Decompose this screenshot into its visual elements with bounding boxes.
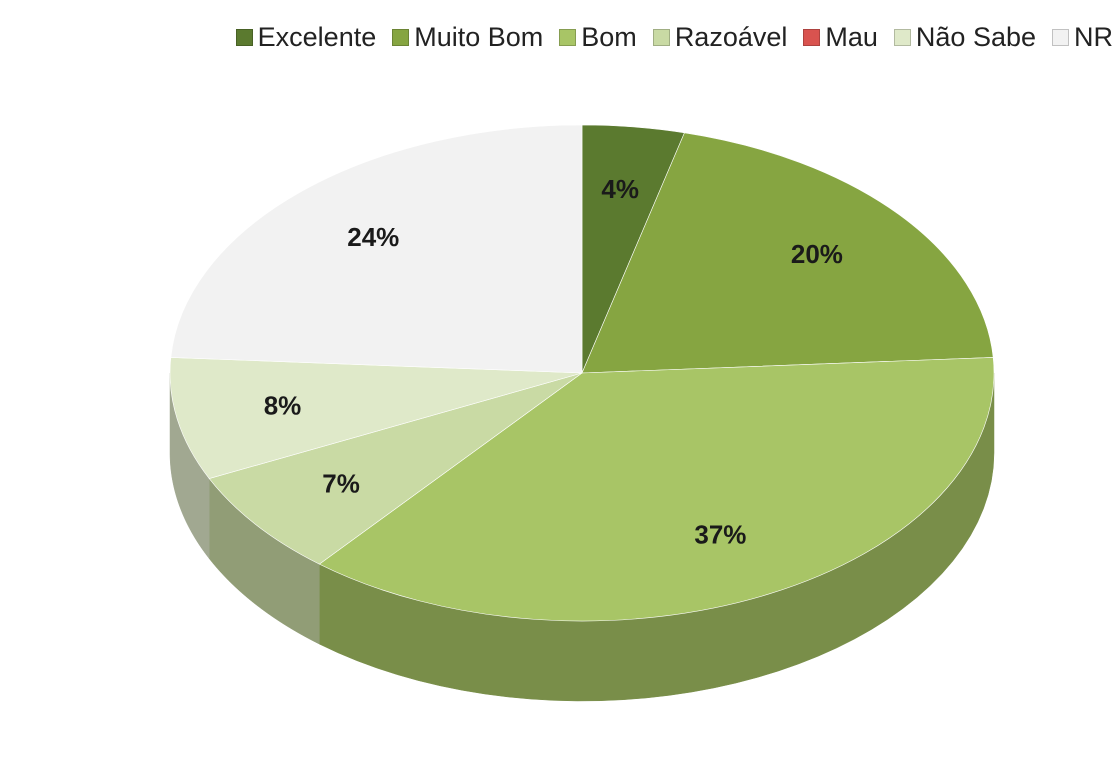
data-label: 20% — [791, 239, 843, 269]
legend-swatch — [392, 29, 410, 46]
legend-item: Não Sabe — [893, 22, 1036, 53]
slice — [208, 372, 583, 565]
legend-swatch — [235, 29, 253, 46]
data-label: 24% — [347, 222, 399, 252]
legend-item: Muito Bom — [392, 22, 543, 53]
legend-swatch — [652, 29, 670, 46]
legend: Excelente Muito Bom Bom Razoável Mau Não Sabe… — [0, 22, 1119, 53]
pie-top — [169, 124, 995, 622]
slice — [169, 357, 583, 479]
legend-item: Bom — [559, 22, 637, 53]
legend-swatch — [803, 29, 821, 46]
legend-item: NR — [1052, 22, 1113, 53]
legend-label: Bom — [581, 22, 637, 52]
slice — [170, 124, 583, 374]
legend-item: Mau — [803, 22, 878, 53]
legend-label: Excelente — [257, 22, 377, 52]
slice — [581, 132, 994, 374]
slice — [318, 357, 995, 622]
data-label: 7% — [322, 468, 360, 498]
legend-label: Não Sabe — [915, 22, 1036, 52]
legend-swatch — [1052, 29, 1069, 46]
data-label: 8% — [264, 390, 302, 420]
legend-label: Mau — [825, 22, 878, 52]
legend-item: Razoável — [652, 22, 788, 53]
data-label: 4% — [601, 174, 639, 204]
legend-swatch — [559, 29, 577, 46]
legend-label: Muito Bom — [414, 22, 544, 52]
legend-label: Razoável — [674, 22, 788, 52]
legend-swatch — [893, 29, 911, 46]
legend-label: NR — [1074, 22, 1113, 52]
data-label: 37% — [694, 519, 746, 549]
legend-item: Excelente — [235, 22, 377, 53]
